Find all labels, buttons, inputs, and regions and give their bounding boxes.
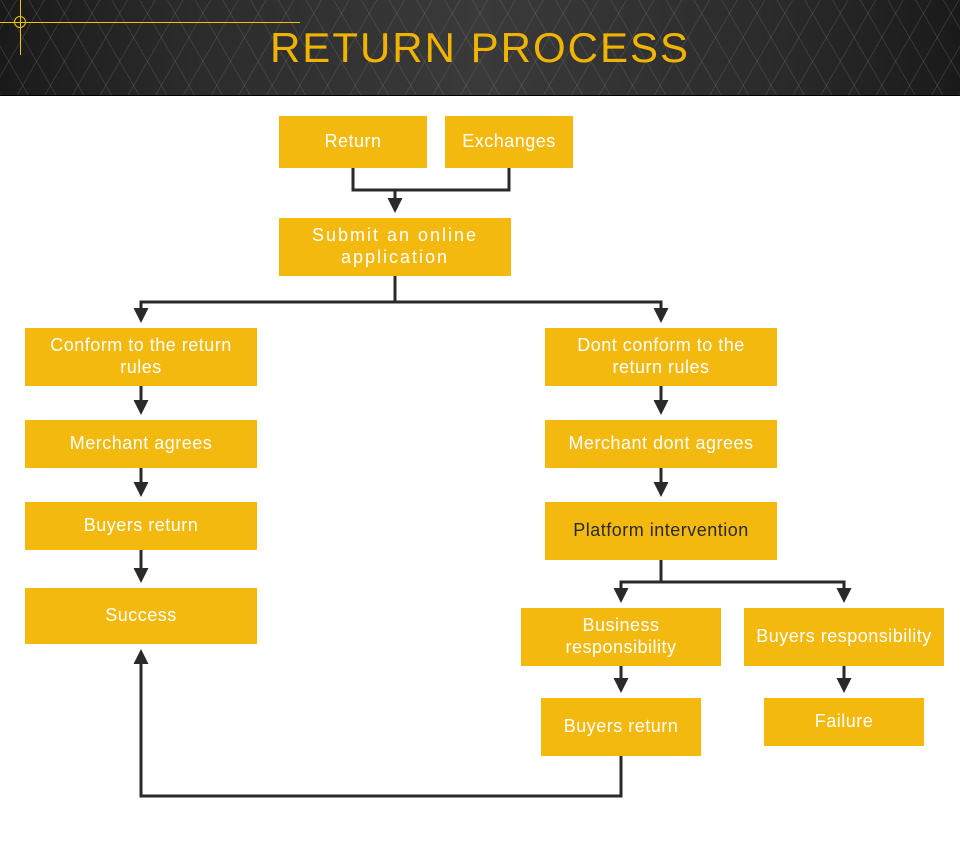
flowchart-node-buyers_return_left: Buyers return (25, 502, 257, 550)
flowchart-node-exchanges: Exchanges (445, 116, 573, 168)
flowchart-node-success: Success (25, 588, 257, 644)
flowchart-node-merchant_agrees: Merchant agrees (25, 420, 257, 468)
flowchart-node-merchant_dont: Merchant dont agrees (545, 420, 777, 468)
flowchart-node-buyers_resp: Buyers responsibility (744, 608, 944, 666)
flowchart-node-return: Return (279, 116, 427, 168)
edge-submit-to-conform (141, 276, 395, 320)
flowchart-node-conform: Conform to the return rules (25, 328, 257, 386)
edge-exchanges-to-submit (395, 168, 509, 190)
edge-platform-to-buyers_resp (661, 582, 844, 600)
flowchart-node-submit: Submit an online application (279, 218, 511, 276)
edge-return-to-submit (353, 168, 395, 210)
edge-submit-to-dont_conform (395, 302, 661, 320)
header-banner: RETURN PROCESS (0, 0, 960, 96)
flowchart-canvas: Return Exchanges Submit an online applicat… (0, 96, 960, 850)
edge-platform-to-biz_resp (621, 560, 661, 600)
flowchart-node-dont_conform: Dont conform to the return rules (545, 328, 777, 386)
flowchart-node-failure: Failure (764, 698, 924, 746)
flowchart-node-platform: Platform intervention (545, 502, 777, 560)
flowchart-node-buyers_return_right: Buyers return (541, 698, 701, 756)
flowchart-node-biz_resp: Business responsibility (521, 608, 721, 666)
page-title: RETURN PROCESS (0, 0, 960, 95)
